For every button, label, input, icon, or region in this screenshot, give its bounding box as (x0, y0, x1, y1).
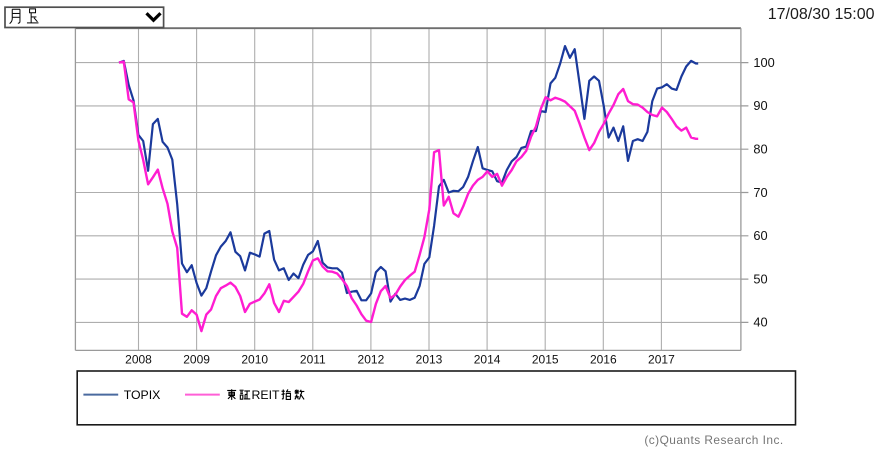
svg-text:40: 40 (753, 315, 767, 330)
svg-text:REIT: REIT (252, 388, 280, 402)
svg-text:80: 80 (753, 142, 767, 157)
svg-text:2013: 2013 (416, 353, 443, 367)
svg-text:50: 50 (753, 271, 767, 286)
svg-text:2009: 2009 (183, 353, 210, 367)
svg-text:2017: 2017 (648, 353, 675, 367)
svg-text:100: 100 (753, 55, 774, 70)
svg-text:90: 90 (753, 98, 767, 113)
svg-text:17/08/30 15:00: 17/08/30 15:00 (768, 6, 875, 23)
svg-text:(c)Quants Research Inc.: (c)Quants Research Inc. (644, 433, 783, 447)
svg-text:2011: 2011 (300, 353, 326, 367)
svg-text:2016: 2016 (590, 353, 617, 367)
svg-text:TOPIX: TOPIX (124, 388, 161, 402)
svg-text:70: 70 (753, 185, 767, 200)
svg-text:2008: 2008 (125, 353, 152, 367)
svg-text:60: 60 (753, 228, 767, 243)
svg-text:2015: 2015 (532, 353, 559, 367)
svg-text:2012: 2012 (358, 353, 385, 367)
svg-text:2010: 2010 (241, 353, 268, 367)
svg-text:2014: 2014 (474, 353, 501, 367)
